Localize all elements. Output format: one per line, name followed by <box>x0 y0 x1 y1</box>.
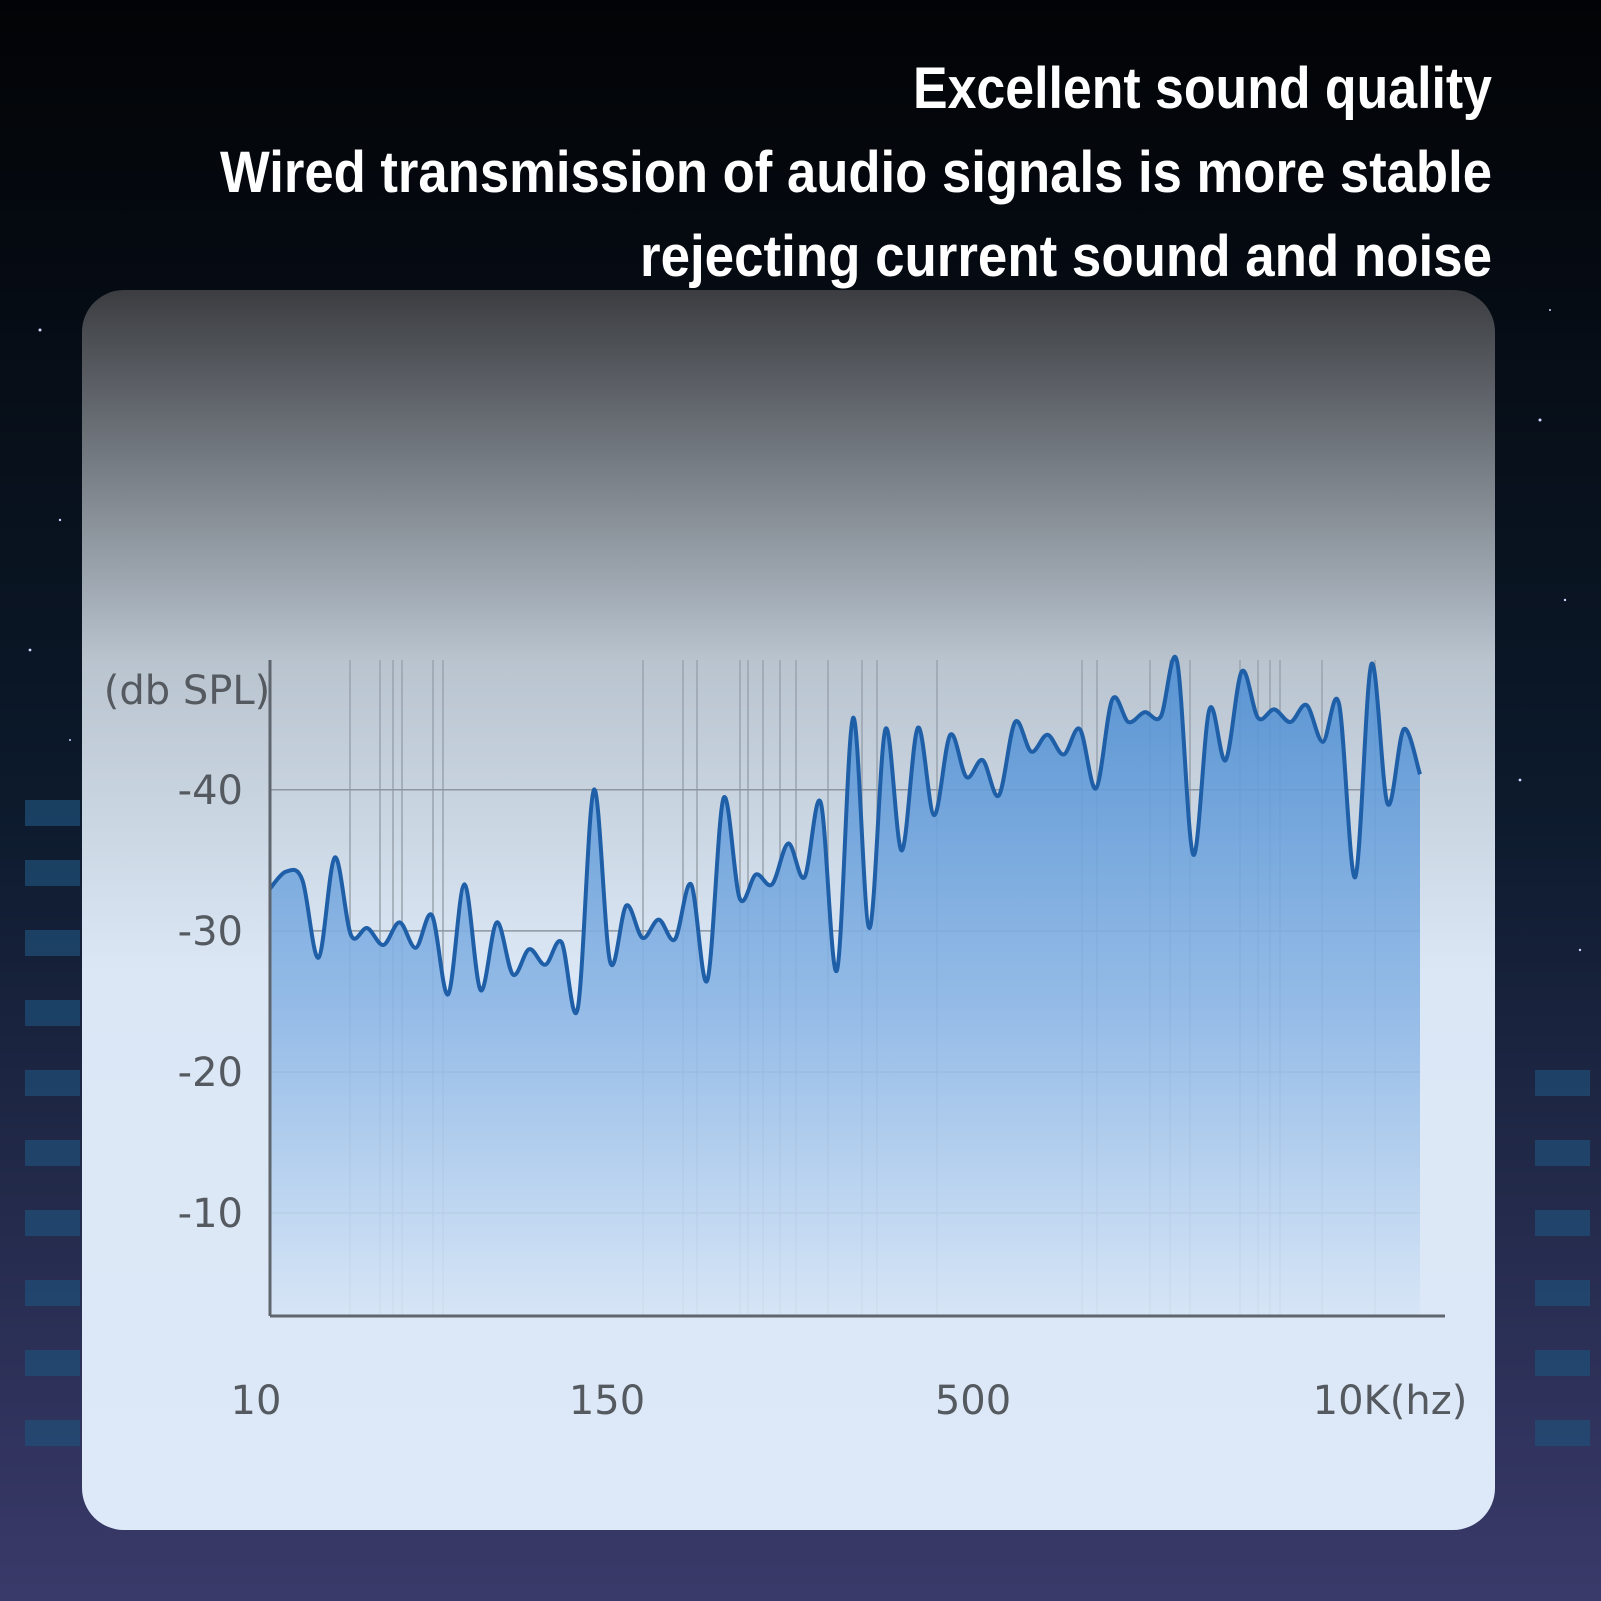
line <box>268 655 1422 1015</box>
x-tick-label: 500 <box>935 1378 1011 1424</box>
y-tick-label: -10 <box>178 1191 243 1237</box>
plot: -40 -30 -20 -10 10 150 500 10K(hz) <box>178 655 1468 1424</box>
y-tick-label: -30 <box>178 909 243 955</box>
y-tick-label: -40 <box>178 768 243 814</box>
decor-bars <box>25 800 1590 1446</box>
y-axis-label: (db SPL) <box>104 668 271 714</box>
headline: Wired transmission of audio signals is m… <box>220 140 1492 205</box>
area <box>270 656 1420 1316</box>
y-tick-label: -20 <box>178 1050 243 1096</box>
x-tick-label: 10 <box>231 1378 282 1424</box>
stars <box>28 309 1582 952</box>
x-tick-label: 150 <box>569 1378 645 1424</box>
headline: rejecting current sound and noise <box>640 224 1492 289</box>
headline: Excellent sound quality <box>913 56 1492 121</box>
x-tick-label: 10K(hz) <box>1313 1378 1468 1424</box>
